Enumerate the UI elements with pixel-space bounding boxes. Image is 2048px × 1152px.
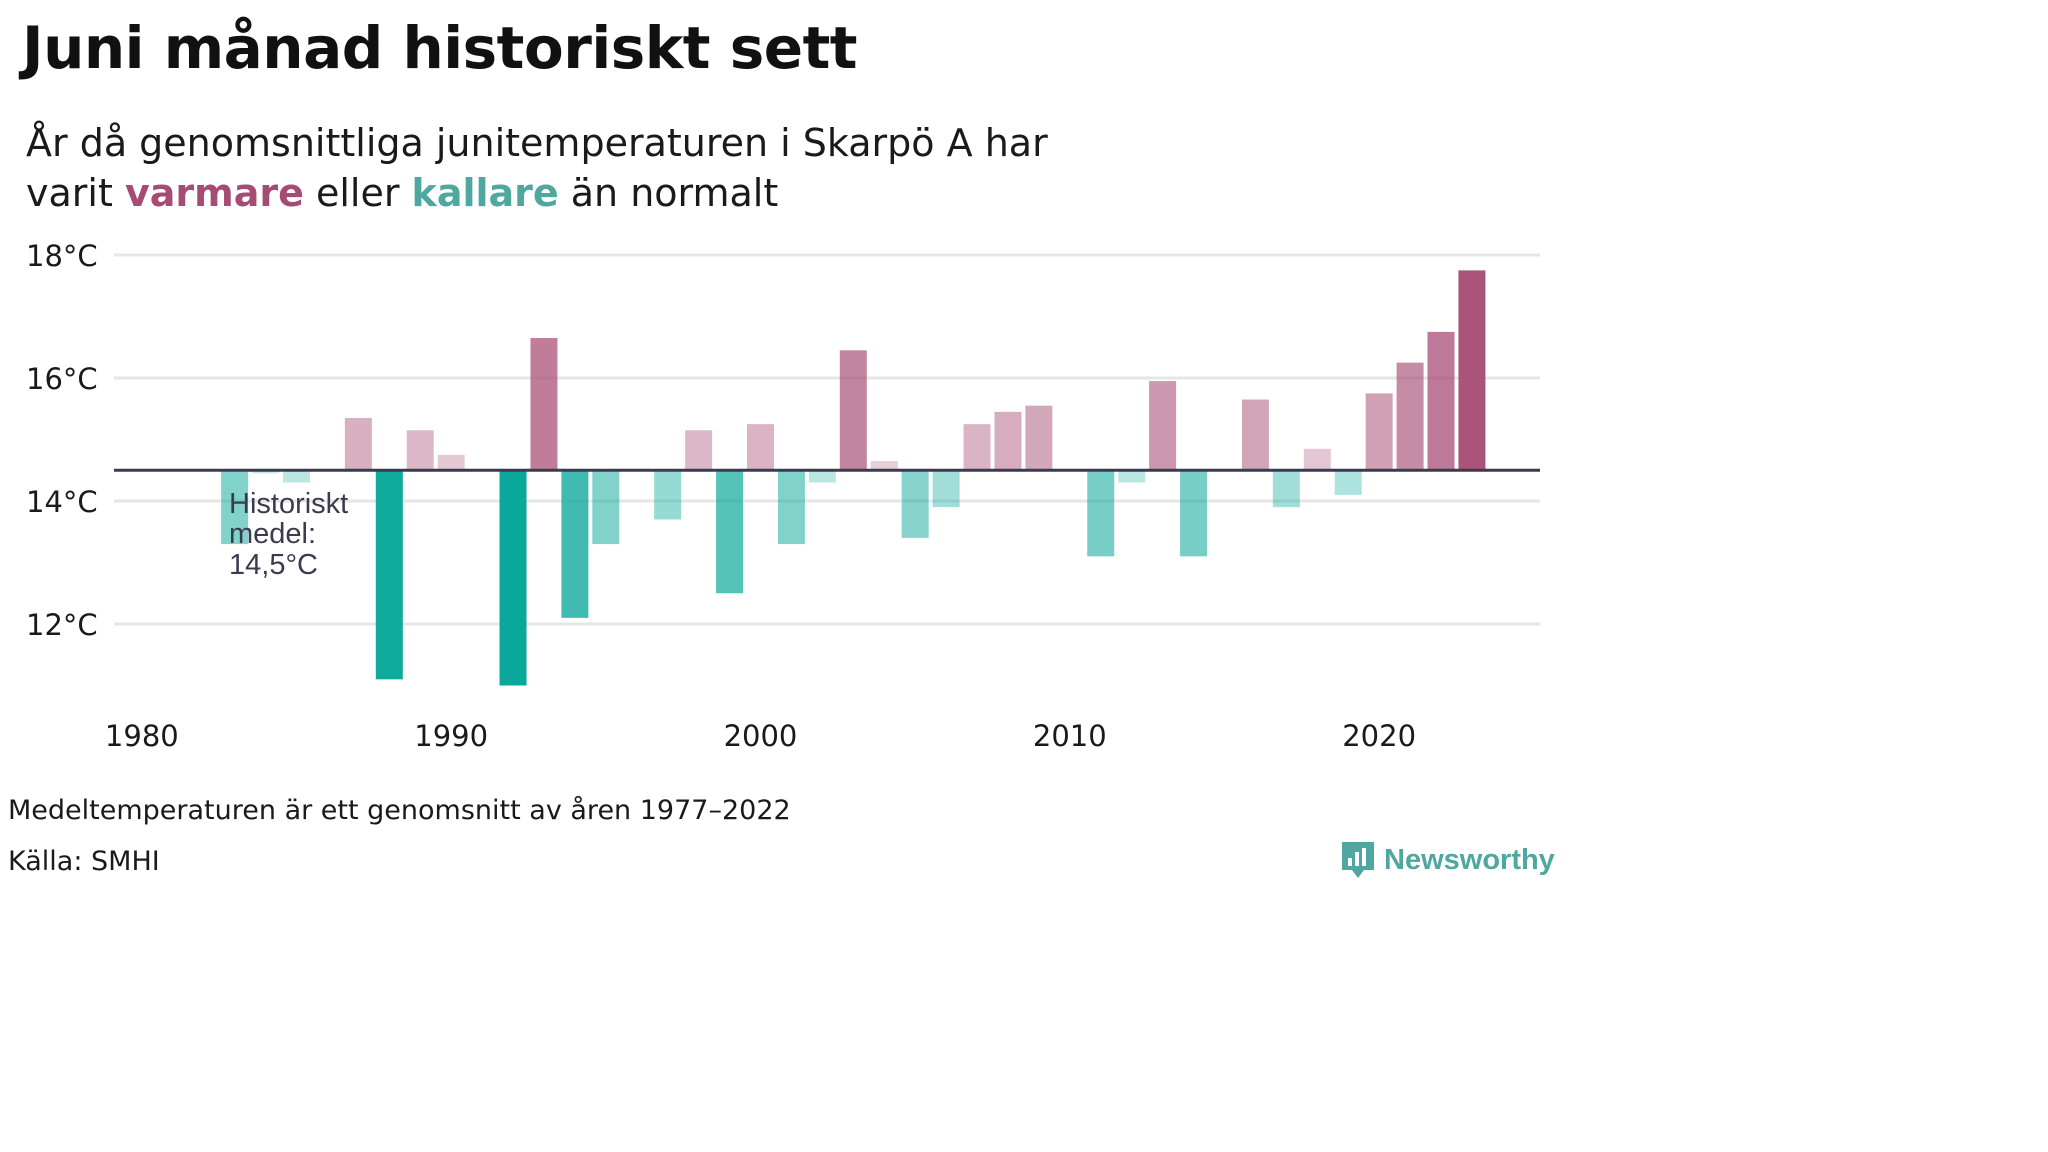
bar-1993 — [530, 338, 558, 471]
subtitle-line2-mid: eller — [315, 171, 400, 215]
annotation-line2: medel: — [229, 518, 316, 550]
bar-2003 — [839, 350, 867, 471]
x-tick-label: 2010 — [1033, 719, 1107, 753]
y-tick-label: 14°C — [26, 485, 98, 519]
bar-2014 — [1180, 470, 1208, 557]
subtitle-line2-post: än normalt — [570, 171, 779, 215]
bar-1988 — [375, 470, 403, 680]
subtitle-line1: År då genomsnittliga junitemperaturen i … — [26, 121, 1048, 165]
bar-2008 — [994, 411, 1022, 471]
subtitle-line2-pre: varit — [26, 171, 113, 215]
bar-1999 — [716, 470, 744, 594]
brand-name: Newsworthy — [1384, 843, 1555, 876]
annotation-line1: Historiskt — [229, 488, 348, 520]
y-axis-labels: 12°C 14°C 16°C 18°C — [26, 239, 98, 642]
source-note: Källa: SMHI — [8, 846, 160, 877]
bar-1987 — [344, 417, 372, 471]
x-tick-label: 1990 — [414, 719, 488, 753]
bar-2006 — [932, 470, 960, 508]
bar-1989 — [406, 430, 434, 471]
bar-1998 — [685, 430, 713, 471]
newsworthy-logo: Newsworthy — [1340, 840, 1555, 880]
footnote: Medeltemperaturen är ett genomsnitt av å… — [8, 795, 791, 826]
bar-2005 — [901, 470, 929, 538]
bar-2019 — [1334, 470, 1362, 495]
bar-2011 — [1087, 470, 1115, 557]
gridlines — [114, 253, 1540, 626]
bar-2007 — [963, 424, 991, 471]
x-axis-labels: 1980 1990 2000 2010 2020 — [105, 719, 1416, 753]
bar-2013 — [1149, 381, 1177, 471]
bar-1994 — [561, 470, 589, 618]
bar-2009 — [1025, 405, 1053, 471]
subtitle-warm-word: varmare — [124, 171, 304, 215]
bar-2021 — [1396, 362, 1424, 471]
bar-2001 — [777, 470, 805, 545]
y-tick-label: 12°C — [26, 608, 98, 642]
y-tick-label: 16°C — [26, 362, 98, 396]
x-tick-label: 2000 — [724, 719, 798, 753]
annotation-line3: 14,5°C — [229, 549, 318, 581]
x-tick-label: 2020 — [1342, 719, 1416, 753]
chart-title: Juni månad historiskt sett — [22, 14, 858, 82]
bar-1985 — [283, 470, 311, 483]
bar-2017 — [1272, 470, 1300, 508]
bar-chart-badge-icon — [1342, 842, 1374, 878]
bar-1997 — [654, 470, 682, 520]
bar-2023 — [1458, 270, 1486, 471]
bar-2022 — [1427, 331, 1455, 471]
bar-2000 — [746, 424, 774, 471]
bars — [221, 270, 1486, 686]
bar-2018 — [1303, 448, 1331, 471]
bar-1984 — [252, 470, 280, 474]
bar-1983 — [221, 470, 249, 545]
bar-1995 — [592, 470, 620, 545]
x-tick-label: 1980 — [105, 719, 179, 753]
temperature-bar-chart: 12°C 14°C 16°C 18°C Historiskt medel: 14,5°… — [26, 239, 1540, 753]
bar-2020 — [1365, 393, 1393, 471]
subtitle-cold-word: kallare — [411, 171, 559, 215]
bar-2004 — [870, 461, 898, 471]
y-tick-label: 18°C — [26, 239, 98, 273]
bar-1990 — [437, 454, 465, 471]
chart-subtitle: År då genomsnittliga junitemperaturen i … — [26, 118, 1048, 218]
bar-2002 — [808, 470, 836, 483]
bar-1992 — [499, 470, 527, 686]
bar-2016 — [1241, 399, 1269, 471]
bar-2012 — [1118, 470, 1146, 483]
